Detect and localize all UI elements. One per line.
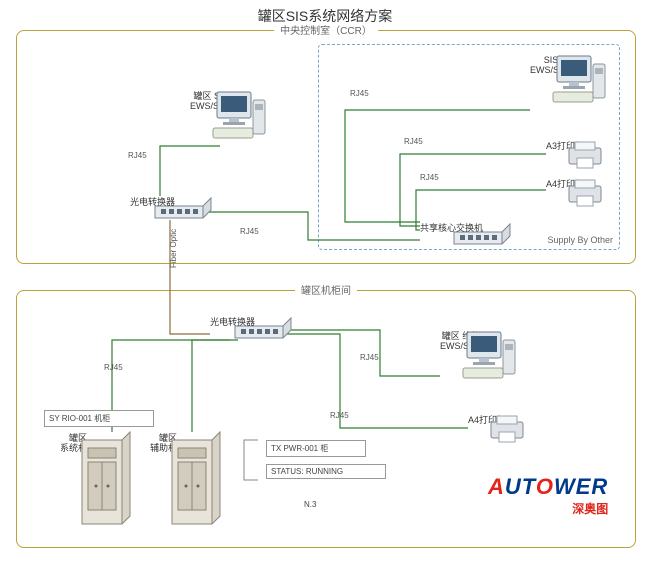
edge-label-fiber: Fiber Optic <box>169 229 178 268</box>
annotation-box-0: SY RIO-001 机柜 <box>44 410 154 427</box>
node-cabinet2: 罐区 辅助机柜 <box>150 432 186 454</box>
autower-logo: AUTOWER 深奥图 <box>488 474 608 517</box>
bracket <box>244 440 258 480</box>
edge-label-e6: RJ45 <box>360 353 379 362</box>
edge-e1 <box>160 146 220 196</box>
node-core_switch: 共享核心交换机 <box>420 222 483 234</box>
node-sis_pc: SIS EWS/SOE <box>530 54 572 76</box>
diagram-page: { "title": "罐区SIS系统网络方案", "canvas": {"w"… <box>0 0 650 563</box>
edge-e7 <box>270 334 468 428</box>
edge-e6 <box>270 330 440 376</box>
node-ews_bot: 罐区 维护 EWS/SOE <box>440 330 482 352</box>
node-ews_top: 罐区 SIS EWS/SOE <box>190 90 232 112</box>
node-switch_bot: 光电转换器 <box>210 316 255 328</box>
edge-label-e4: RJ45 <box>404 137 423 146</box>
node-printer_a3: A3打印机 <box>546 140 584 152</box>
edge-label-e1: RJ45 <box>128 151 147 160</box>
logo-main: AUTOWER <box>488 474 608 500</box>
node-printer_a4: A4打印机 <box>546 178 584 190</box>
annotation-box-1: TX PWR-001 柜 <box>266 440 366 457</box>
edge-e3 <box>345 110 530 222</box>
node-printer_bot: A4打印机 <box>468 414 506 426</box>
edge-label-e8: RJ45 <box>104 363 123 372</box>
annotation-box-3: N.3 <box>300 498 338 511</box>
edge-label-e7: RJ45 <box>330 411 349 420</box>
edge-e9 <box>192 340 238 432</box>
node-cabinet1: 罐区 系统机柜 <box>60 432 96 454</box>
edge-label-e2: RJ45 <box>240 227 259 236</box>
node-switch_top: 光电转换器 <box>130 196 175 208</box>
annotation-box-2: STATUS: RUNNING <box>266 464 386 479</box>
logo-sub: 深奥图 <box>488 500 608 517</box>
edge-e2 <box>190 212 420 240</box>
edge-label-e5: RJ45 <box>420 173 439 182</box>
edge-label-e3: RJ45 <box>350 89 369 98</box>
